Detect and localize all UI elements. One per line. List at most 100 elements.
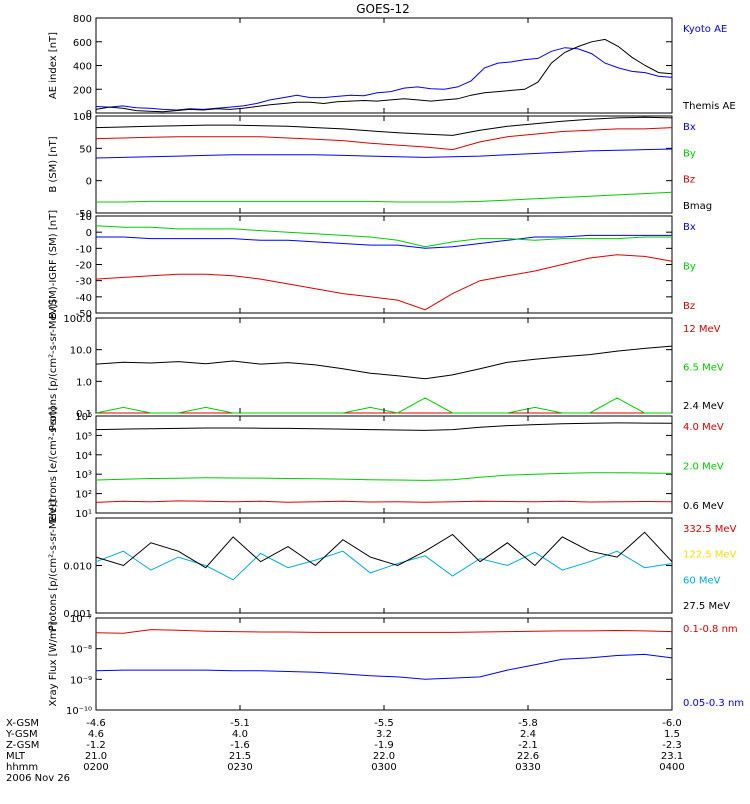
y-tick-label: 0.1: [76, 409, 92, 420]
panel-frame: [95, 17, 673, 114]
legend-entry: 4.0 MeV: [683, 422, 724, 433]
panel-frame: [95, 317, 673, 414]
series-line-bz: [95, 254, 673, 311]
series-line-bmag: [95, 116, 673, 136]
series-line-2-4-mev: [95, 345, 673, 380]
ephemeris-value: 3.2: [376, 729, 392, 740]
ephemeris-value: -5.5: [374, 718, 394, 729]
panel-electrons: [95, 415, 673, 514]
series-line-bx: [96, 234, 672, 249]
panel-xray: [95, 617, 673, 711]
series-line-themis-ae: [95, 38, 673, 113]
y-tick-label: 10²: [75, 490, 92, 501]
y-axis-label: B (SM) [nT]: [48, 136, 59, 192]
ephemeris-value: 21.0: [85, 751, 107, 762]
series-line-27-5-mev: [95, 531, 673, 569]
y-tick-label: 0.001: [63, 609, 92, 620]
legend-entry: Bz: [683, 301, 695, 312]
legend-entry: 27.5 MeV: [683, 601, 730, 612]
ephemeris-value: 0330: [515, 762, 540, 773]
y-tick-label: 200: [73, 85, 92, 96]
ephemeris-row-label: MLT: [6, 751, 26, 762]
y-tick-label: 1.0: [76, 377, 92, 388]
panel-ae: [95, 17, 673, 114]
legend-entry: Bx: [683, 222, 696, 233]
y-tick-label: 0: [86, 177, 92, 188]
series-line-2-0-mev: [95, 472, 673, 481]
legend-entry: 6.5 MeV: [683, 363, 724, 374]
ephemeris-value: -5.1: [230, 718, 250, 729]
ephemeris-value: -2.1: [518, 740, 538, 751]
ephemeris-value: 4.6: [88, 729, 104, 740]
panel-frame: [95, 415, 673, 514]
series-line-kyoto-ae: [95, 47, 673, 111]
legend-entry: Kyoto AE: [683, 24, 727, 35]
y-tick-label: 10⁴: [75, 451, 92, 462]
y-axis-label: AE index [nT]: [48, 32, 59, 99]
legend-entry: 12 MeV: [683, 324, 721, 335]
ephemeris-value: -2.3: [662, 740, 682, 751]
y-tick-label: -50: [76, 309, 92, 320]
series-line-0-1-0-8-nm: [95, 629, 673, 634]
legend-entry: 0.05-0.3 nm: [683, 698, 744, 709]
series-line-by: [96, 191, 673, 203]
y-tick-label: -30: [76, 277, 92, 288]
legend-entry: Bx: [683, 122, 696, 133]
panel-protons-low: [95, 317, 673, 414]
legend-entry: Bz: [683, 175, 695, 186]
ephemeris-value: 0400: [659, 762, 684, 773]
y-tick-label: 0.010: [63, 562, 92, 573]
ephemeris-value: -5.8: [518, 718, 538, 729]
legend-entry: 0.6 MeV: [683, 501, 724, 512]
y-tick-label: 600: [73, 38, 92, 49]
y-tick-label: 0: [86, 109, 92, 120]
ephemeris-value: 0200: [83, 762, 108, 773]
panel-frame: [95, 517, 673, 614]
y-tick-label: 400: [73, 62, 92, 73]
y-tick-label: 10⁶: [75, 412, 92, 423]
ephemeris-value: -1.6: [230, 740, 250, 751]
y-tick-label: -40: [76, 293, 92, 304]
legend-entry: By: [683, 148, 696, 159]
legend-entry: 332.5 MeV: [683, 524, 737, 535]
legend-entry: Themis AE: [682, 101, 736, 112]
panel-frame: [95, 617, 673, 711]
ephemeris-value: 0230: [227, 762, 252, 773]
y-tick-label: -50: [76, 209, 92, 220]
y-tick-label: 10⁻⁷: [70, 614, 92, 625]
legend-entry: By: [683, 262, 696, 273]
y-tick-label: 10: [79, 212, 92, 223]
y-tick-label: -10: [76, 244, 92, 255]
y-tick-label: 50: [79, 144, 92, 155]
y-axis-label: Electrons [e/(cm²-s-sr)]: [48, 407, 59, 523]
ephemeris-value: -6.0: [662, 718, 682, 729]
ephemeris-value: 0300: [371, 762, 396, 773]
y-tick-label: 10³: [75, 470, 92, 481]
panel-protons-high: [95, 517, 673, 614]
y-tick-label: 10⁵: [75, 431, 92, 442]
y-axis-label: B (SM)-IGRF (SM) [nT]: [48, 210, 59, 319]
ephemeris-date: 2006 Nov 26: [6, 773, 70, 784]
series-line-bz: [95, 127, 673, 151]
ephemeris-value: 1.5: [664, 729, 680, 740]
panel-b-minus-igrf: [95, 215, 673, 314]
y-axis-label: Protons [p/(cm²-s-sr-MeV)]: [48, 300, 59, 432]
series-line-bx: [95, 148, 673, 159]
ephemeris-row-label: hhmm: [6, 762, 38, 773]
y-tick-label: 10⁻¹⁰: [66, 706, 92, 717]
series-line-0-05-0-3-nm: [95, 653, 673, 680]
ephemeris-value: 23.1: [661, 751, 683, 762]
ephemeris-row-label: Z-GSM: [6, 740, 39, 751]
plot-title: GOES-12: [356, 2, 410, 16]
y-tick-label: 0: [86, 228, 92, 239]
y-tick-label: 10.0: [70, 346, 92, 357]
panel-b-sm: [95, 115, 673, 214]
ephemeris-value: 4.0: [232, 729, 248, 740]
legend-entry: 122.5 MeV: [683, 550, 737, 561]
ephemeris-value: 22.0: [373, 751, 395, 762]
ephemeris-value: 2.4: [520, 729, 536, 740]
series-line-60-mev: [95, 550, 673, 581]
legend-entry: 0.1-0.8 nm: [683, 624, 738, 635]
legend-entry: Bmag: [683, 201, 712, 212]
